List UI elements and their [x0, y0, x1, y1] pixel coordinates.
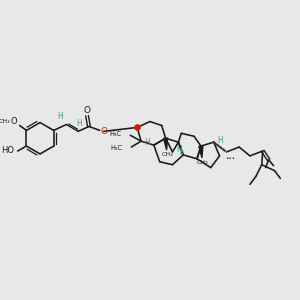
Text: CH₃: CH₃	[162, 152, 173, 158]
Text: H₃C: H₃C	[110, 145, 122, 151]
Text: H: H	[58, 112, 63, 121]
Text: H: H	[76, 119, 82, 128]
Text: H: H	[218, 136, 224, 145]
Text: HO: HO	[1, 146, 14, 155]
Text: CH₃: CH₃	[197, 160, 209, 165]
Text: CH₃: CH₃	[0, 119, 11, 124]
Text: H: H	[176, 146, 182, 154]
Polygon shape	[164, 138, 168, 150]
Text: O: O	[100, 127, 107, 136]
Text: O: O	[83, 106, 91, 115]
Polygon shape	[199, 146, 203, 158]
Text: H₃C: H₃C	[109, 131, 122, 137]
Text: •••: •••	[225, 156, 236, 161]
Text: H: H	[144, 138, 150, 147]
Text: O: O	[11, 117, 17, 126]
